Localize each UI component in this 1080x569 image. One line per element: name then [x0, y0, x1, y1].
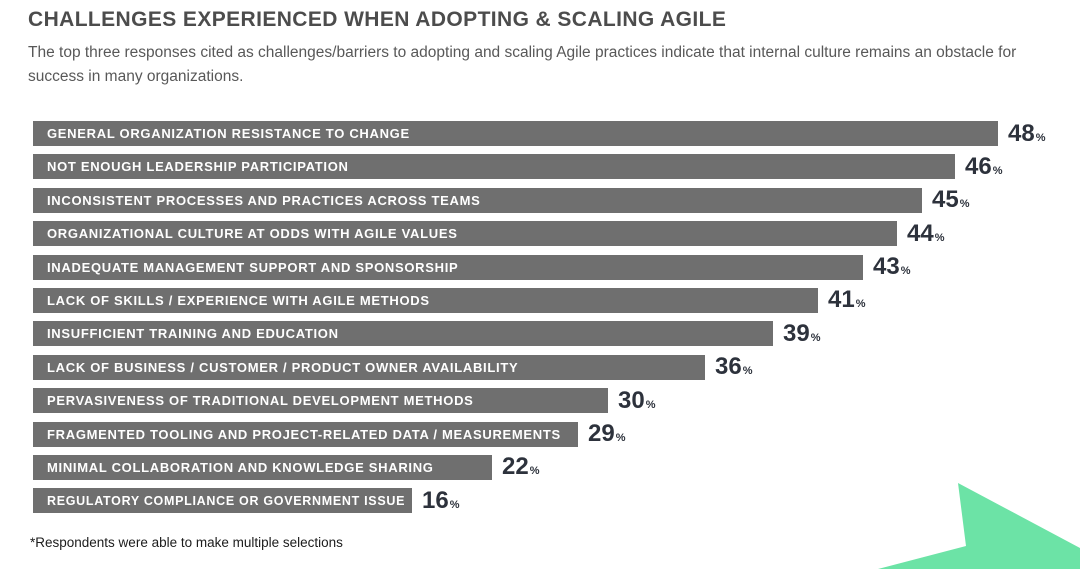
header: CHALLENGES EXPERIENCED WHEN ADOPTING & S…: [28, 8, 1058, 89]
bar-row: INSUFFICIENT TRAINING AND EDUCATION 39%: [33, 319, 1073, 347]
bar-value: 46%: [965, 152, 1003, 180]
bar-label: LACK OF SKILLS / EXPERIENCE WITH AGILE M…: [47, 292, 430, 308]
page-title: CHALLENGES EXPERIENCED WHEN ADOPTING & S…: [28, 8, 727, 31]
bar-row: LACK OF BUSINESS / CUSTOMER / PRODUCT OW…: [33, 353, 1073, 381]
bar-row: NOT ENOUGH LEADERSHIP PARTICIPATION 46%: [33, 152, 1073, 180]
percent-sign: %: [449, 498, 460, 511]
bar-value: 39%: [783, 319, 821, 347]
bar: ORGANIZATIONAL CULTURE AT ODDS WITH AGIL…: [33, 221, 897, 247]
bar: MINIMAL COLLABORATION AND KNOWLEDGE SHAR…: [33, 454, 492, 480]
bar: REGULATORY COMPLIANCE OR GOVERNMENT ISSU…: [33, 488, 412, 514]
bar-value: 45%: [932, 186, 970, 214]
bar-row: MINIMAL COLLABORATION AND KNOWLEDGE SHAR…: [33, 453, 1073, 481]
percent-sign: %: [959, 198, 970, 211]
bar-row: LACK OF SKILLS / EXPERIENCE WITH AGILE M…: [33, 286, 1073, 314]
percent-sign: %: [645, 398, 656, 411]
bar: INADEQUATE MANAGEMENT SUPPORT AND SPONSO…: [33, 254, 863, 280]
percent-sign: %: [855, 298, 866, 311]
green-arrow-decoration: [878, 483, 1080, 569]
bar-row: INADEQUATE MANAGEMENT SUPPORT AND SPONSO…: [33, 253, 1073, 281]
page-subtitle: The top three responses cited as challen…: [28, 44, 1017, 86]
bar-label: NOT ENOUGH LEADERSHIP PARTICIPATION: [47, 159, 349, 175]
bar: INCONSISTENT PROCESSES AND PRACTICES ACR…: [33, 187, 922, 213]
bar-value: 36%: [715, 353, 753, 381]
bar-row: ORGANIZATIONAL CULTURE AT ODDS WITH AGIL…: [33, 219, 1073, 247]
percent-sign: %: [529, 465, 540, 478]
percent-sign: %: [742, 365, 753, 378]
bar-value: 29%: [588, 420, 626, 448]
bar-value: 48%: [1008, 119, 1046, 147]
percent-sign: %: [615, 432, 626, 445]
bar-value: 43%: [873, 253, 911, 281]
percent-sign: %: [900, 265, 911, 278]
bar-label: LACK OF BUSINESS / CUSTOMER / PRODUCT OW…: [47, 359, 519, 375]
bar: LACK OF BUSINESS / CUSTOMER / PRODUCT OW…: [33, 354, 705, 380]
percent-sign: %: [992, 164, 1003, 177]
bar-value: 16%: [422, 486, 460, 514]
bar-label: INCONSISTENT PROCESSES AND PRACTICES ACR…: [47, 192, 481, 208]
bar-label: MINIMAL COLLABORATION AND KNOWLEDGE SHAR…: [47, 459, 434, 475]
bar-row: FRAGMENTED TOOLING AND PROJECT-RELATED D…: [33, 420, 1073, 448]
bar-chart: GENERAL ORGANIZATION RESISTANCE TO CHANG…: [33, 121, 1073, 522]
bar-label: PERVASIVENESS OF TRADITIONAL DEVELOPMENT…: [47, 393, 474, 409]
bar-value: 30%: [618, 386, 656, 414]
bar-label: FRAGMENTED TOOLING AND PROJECT-RELATED D…: [47, 426, 561, 442]
percent-sign: %: [1035, 131, 1046, 144]
bar-value: 22%: [502, 453, 540, 481]
bar: NOT ENOUGH LEADERSHIP PARTICIPATION: [33, 154, 955, 180]
bar-row: PERVASIVENESS OF TRADITIONAL DEVELOPMENT…: [33, 386, 1073, 414]
bar-row: INCONSISTENT PROCESSES AND PRACTICES ACR…: [33, 186, 1073, 214]
bar-label: REGULATORY COMPLIANCE OR GOVERNMENT ISSU…: [47, 493, 406, 508]
bar: INSUFFICIENT TRAINING AND EDUCATION: [33, 321, 773, 347]
bar-value: 41%: [828, 286, 866, 314]
bar: GENERAL ORGANIZATION RESISTANCE TO CHANG…: [33, 121, 998, 146]
bar-label: INADEQUATE MANAGEMENT SUPPORT AND SPONSO…: [47, 259, 459, 275]
bar: LACK OF SKILLS / EXPERIENCE WITH AGILE M…: [33, 287, 818, 313]
bar: FRAGMENTED TOOLING AND PROJECT-RELATED D…: [33, 421, 578, 447]
footnote: *Respondents were able to make multiple …: [30, 535, 343, 550]
bar-value: 44%: [907, 219, 945, 247]
bar-label: GENERAL ORGANIZATION RESISTANCE TO CHANG…: [47, 126, 410, 141]
bar: PERVASIVENESS OF TRADITIONAL DEVELOPMENT…: [33, 388, 608, 414]
percent-sign: %: [934, 231, 945, 244]
bar-row: GENERAL ORGANIZATION RESISTANCE TO CHANG…: [33, 121, 1073, 146]
percent-sign: %: [810, 331, 821, 344]
bar-label: INSUFFICIENT TRAINING AND EDUCATION: [47, 326, 339, 342]
bar-label: ORGANIZATIONAL CULTURE AT ODDS WITH AGIL…: [47, 226, 458, 242]
bar-row: REGULATORY COMPLIANCE OR GOVERNMENT ISSU…: [33, 486, 1073, 514]
